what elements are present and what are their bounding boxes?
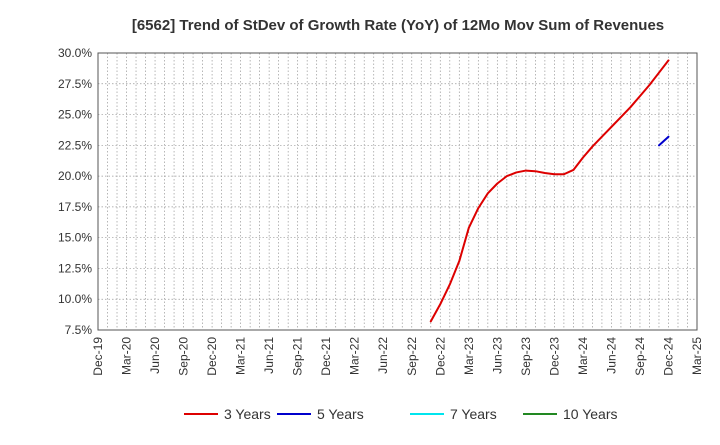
y-tick-label: 20.0% <box>58 169 92 183</box>
x-tick-label: Dec-20 <box>205 337 219 376</box>
y-tick-label: 10.0% <box>58 292 92 306</box>
series-layer <box>429 59 670 323</box>
y-tick-label: 22.5% <box>58 138 92 152</box>
y-tick-label: 25.0% <box>58 108 92 122</box>
x-tick-label: Mar-22 <box>348 337 362 375</box>
legend-label-10-years: 10 Years <box>563 406 618 422</box>
x-tick-label: Mar-25 <box>690 337 704 375</box>
chart-title: [6562] Trend of StDev of Growth Rate (Yo… <box>132 17 664 34</box>
series-line-3-years <box>429 59 670 323</box>
x-tick-label: Jun-24 <box>604 337 618 374</box>
x-tick-label: Jun-20 <box>148 337 162 374</box>
x-tick-label: Sep-21 <box>291 337 305 376</box>
plot-frame <box>97 52 698 331</box>
axis-layer: 7.5% 10.0% 12.5% 15.0% 17.5% 20.0% 22.5% 25.0% 2… <box>58 46 704 376</box>
x-tick-label: Sep-22 <box>405 337 419 376</box>
x-tick-label: Dec-24 <box>661 337 675 376</box>
x-tick-label: Mar-20 <box>120 337 134 375</box>
x-tick-label: Mar-24 <box>576 337 590 375</box>
y-tick-label: 17.5% <box>58 200 92 214</box>
y-tick-label: 12.5% <box>58 261 92 275</box>
y-tick-label: 15.0% <box>58 231 92 245</box>
grid-layer <box>97 52 698 331</box>
x-tick-label: Dec-21 <box>319 337 333 376</box>
x-tick-label: Dec-19 <box>91 337 105 376</box>
x-tick-label: Jun-21 <box>262 337 276 374</box>
y-tick-label: 27.5% <box>58 77 92 91</box>
legend-label-7-years: 7 Years <box>450 406 497 422</box>
x-tick-label: Mar-21 <box>234 337 248 375</box>
x-tick-label: Dec-22 <box>433 337 447 376</box>
y-tick-label: 7.5% <box>65 323 93 337</box>
x-tick-label: Sep-24 <box>633 337 647 376</box>
x-tick-label: Mar-23 <box>462 337 476 375</box>
legend: 3 Years 5 Years 7 Years 10 Years <box>184 406 618 422</box>
x-tick-label: Jun-22 <box>376 337 390 374</box>
x-tick-label: Jun-23 <box>490 337 504 374</box>
x-tick-label: Sep-23 <box>519 337 533 376</box>
legend-label-5-years: 5 Years <box>317 406 364 422</box>
x-tick-label: Dec-23 <box>547 337 561 376</box>
y-tick-label: 30.0% <box>58 46 92 60</box>
legend-label-3-years: 3 Years <box>224 406 271 422</box>
x-tick-label: Sep-20 <box>177 337 191 376</box>
series-line-5-years <box>657 135 670 147</box>
